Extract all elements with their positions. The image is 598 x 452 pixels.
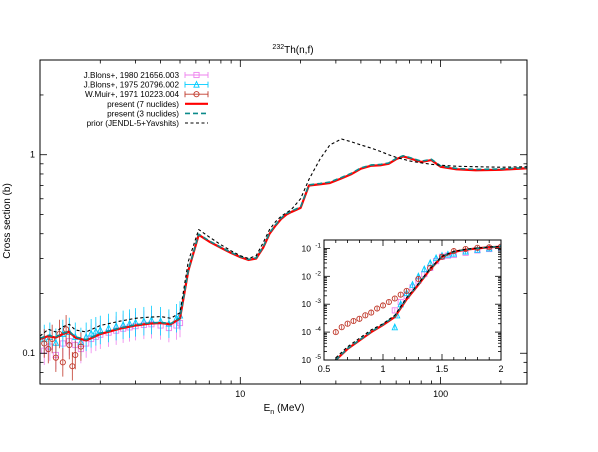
y-axis-label: Cross section (b) <box>2 183 13 259</box>
inset-data-point <box>391 307 398 314</box>
inset-data-point <box>350 317 357 325</box>
inset-y-tick-label: 10 <box>302 355 312 365</box>
x-tick-label: 100 <box>433 389 448 399</box>
inset-y-tick-label: 10 <box>302 271 312 281</box>
legend-marker <box>193 80 200 88</box>
inset-data-point <box>403 287 410 294</box>
x-tick-label: 10 <box>235 389 245 399</box>
inset-data-point <box>344 320 351 327</box>
inset-data-point <box>409 280 416 288</box>
legend-label: J.Blons+, 1980 21656.003 <box>84 71 180 80</box>
inset-data-point <box>368 309 375 316</box>
inset-data-point <box>379 302 387 309</box>
legend-label: W.Muir+, 1971 10223.004 <box>85 90 179 99</box>
inset-data-point <box>391 323 399 331</box>
inset-data-point <box>332 329 339 336</box>
inset-x-tick-label: 0.5 <box>318 364 331 374</box>
main-data-point <box>66 341 73 349</box>
chart-title-superscript: 232 <box>272 44 284 51</box>
main-data-point <box>77 343 84 350</box>
main-data-point <box>41 340 48 347</box>
inset-data-point <box>421 264 428 273</box>
inset-plot: 0.5 1 1.5 210-510-410-310-210-1 <box>302 239 504 374</box>
inset-data-point <box>397 291 404 298</box>
main-series-present-3-nuclides <box>40 154 527 341</box>
main-data-point <box>45 345 52 353</box>
x-axis-label-text: E <box>264 403 271 414</box>
legend-label: present (3 nuclides) <box>107 109 179 118</box>
inset-series-line <box>335 245 501 359</box>
inset-data-point <box>338 324 345 331</box>
inset-x-tick-label: 2 <box>498 364 503 374</box>
main-series-prior-jendl-5-yavshits <box>40 138 527 337</box>
inset-data-point <box>374 305 381 312</box>
legend-label: J.Blons+, 1975 20796.002 <box>84 81 180 90</box>
inset-data-point <box>415 275 422 283</box>
inset-data-point <box>356 315 363 322</box>
legend-marker <box>193 71 200 79</box>
legend-label: prior (JENDL-5+Yavshits) <box>87 119 180 128</box>
inset-y-tick-exponent: -2 <box>315 270 321 277</box>
inset-y-tick-label: 10 <box>302 243 312 253</box>
inset-y-tick-label: 10 <box>302 327 312 337</box>
inset-y-tick-exponent: -1 <box>315 242 321 249</box>
y-tick-label: 1 <box>30 150 35 160</box>
chart-title-text: Th(n,f) <box>284 45 313 56</box>
main-plot-frame <box>39 59 528 385</box>
legend-label: present (7 nuclides) <box>107 100 179 109</box>
y-tick-label: 0.1 <box>22 348 35 358</box>
inset-data-point <box>362 312 369 319</box>
main-data-point <box>59 359 66 366</box>
inset-background <box>324 240 501 360</box>
x-axis-label-subscript: n <box>270 409 274 416</box>
inset-y-tick-label: 10 <box>302 299 312 309</box>
main-series-w-muir-1971-10223-004 <box>41 315 84 381</box>
inset-x-tick-label: 1 <box>380 364 385 374</box>
inset-frame <box>323 239 502 361</box>
main-series-line <box>40 138 527 337</box>
main-data-point <box>92 327 100 335</box>
main-data-point <box>72 351 79 359</box>
inset-data-point <box>385 298 392 306</box>
main-data-point <box>87 329 95 337</box>
chart-title: 232Th(n,f) <box>272 44 313 56</box>
main-plot: 10 100 0.1 1 <box>22 59 528 399</box>
legend-marker <box>193 91 200 98</box>
inset-y-tick-exponent: -4 <box>315 326 321 333</box>
inset-data-point <box>432 253 440 262</box>
main-data-point <box>52 354 59 361</box>
main-series-line <box>40 154 527 341</box>
inset-data-point <box>391 295 398 302</box>
x-axis-label: En (MeV) <box>264 403 305 416</box>
inset-x-tick-label: 1.5 <box>436 364 449 374</box>
inset-series-prior-jendl-5-yavshits <box>335 245 501 359</box>
x-axis-label-unit: (MeV) <box>277 403 304 414</box>
inset-y-tick-exponent: -3 <box>315 298 321 305</box>
inset-y-tick-exponent: -5 <box>315 354 321 361</box>
